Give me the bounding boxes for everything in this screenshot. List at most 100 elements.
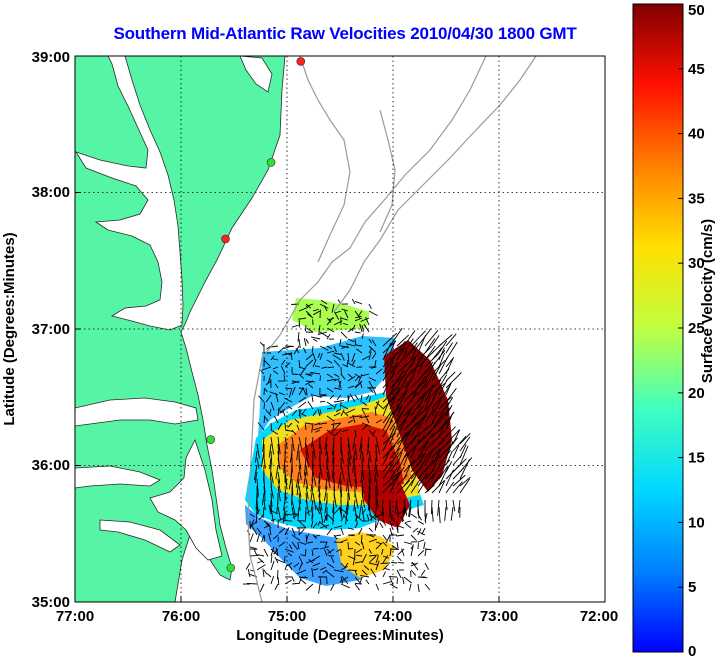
velocity-vector bbox=[354, 300, 363, 305]
velocity-vector bbox=[417, 583, 420, 592]
velocity-vector bbox=[345, 478, 349, 492]
velocity-vector bbox=[326, 562, 335, 569]
velocity-vectors bbox=[242, 298, 473, 594]
velocity-vector bbox=[333, 373, 340, 378]
velocity-vector bbox=[284, 422, 287, 430]
velocity-vector bbox=[311, 393, 314, 403]
velocity-vector bbox=[270, 436, 275, 455]
velocity-vector bbox=[347, 395, 350, 403]
velocity-vector bbox=[333, 400, 344, 403]
velocity-vector bbox=[330, 556, 335, 564]
velocity-vector bbox=[256, 457, 260, 469]
velocity-vector bbox=[354, 576, 361, 583]
velocity-vector bbox=[382, 411, 392, 424]
velocity-vector bbox=[284, 471, 288, 485]
velocity-vector bbox=[284, 387, 291, 390]
velocity-vector bbox=[396, 451, 403, 466]
velocity-vector bbox=[265, 523, 272, 529]
colorbar-tick-label: 30 bbox=[688, 255, 705, 272]
velocity-vector bbox=[424, 583, 431, 591]
velocity-vector bbox=[368, 538, 377, 543]
velocity-vector bbox=[318, 471, 321, 484]
velocity-vector bbox=[402, 576, 405, 585]
velocity-vector bbox=[371, 366, 377, 369]
velocity-vector bbox=[270, 345, 279, 348]
velocity-vector bbox=[326, 464, 331, 480]
velocity-vector bbox=[403, 369, 413, 382]
velocity-vector bbox=[255, 492, 258, 510]
velocity-vector bbox=[319, 345, 329, 351]
velocity-vector bbox=[340, 401, 342, 408]
colorbar-tick-label: 10 bbox=[688, 514, 705, 531]
velocity-vector bbox=[298, 359, 301, 369]
velocity-vector bbox=[283, 374, 286, 382]
velocity-vector bbox=[317, 478, 321, 492]
velocity-vector bbox=[344, 562, 349, 568]
velocity-vector bbox=[340, 576, 344, 584]
velocity-vector bbox=[368, 554, 379, 557]
velocity-vector bbox=[391, 545, 398, 550]
velocity-vector bbox=[298, 499, 301, 511]
velocity-vector bbox=[327, 366, 335, 369]
velocity-vector bbox=[382, 462, 394, 480]
velocity-vector bbox=[270, 422, 272, 431]
velocity-vector bbox=[319, 408, 322, 415]
velocity-vector bbox=[431, 396, 442, 410]
velocity-vector bbox=[284, 548, 294, 553]
velocity-vector bbox=[438, 402, 450, 417]
velocity-vector bbox=[420, 569, 426, 576]
velocity-vector bbox=[310, 371, 321, 375]
velocity-vector bbox=[339, 506, 342, 515]
velocity-vector bbox=[277, 436, 281, 455]
velocity-vector bbox=[424, 352, 440, 368]
velocity-vector bbox=[249, 546, 258, 550]
velocity-vector bbox=[258, 513, 265, 520]
velocity-vector bbox=[368, 548, 372, 554]
velocity-vector bbox=[340, 562, 346, 569]
velocity-vector bbox=[319, 521, 328, 529]
velocity-vector bbox=[340, 373, 346, 380]
velocity-vector bbox=[256, 443, 260, 459]
velocity-vector bbox=[403, 476, 416, 494]
velocity-vector bbox=[343, 322, 349, 326]
velocity-vector bbox=[417, 539, 425, 543]
velocity-vector bbox=[340, 404, 349, 410]
velocity-vector bbox=[424, 548, 427, 557]
map-area[interactable] bbox=[75, 56, 605, 602]
velocity-vector bbox=[431, 388, 439, 403]
velocity-vector bbox=[311, 345, 314, 353]
velocity-vector bbox=[340, 566, 348, 571]
velocity-vector bbox=[354, 523, 358, 529]
velocity-vector bbox=[298, 409, 302, 417]
velocity-vector bbox=[424, 369, 437, 389]
velocity-vector bbox=[282, 410, 286, 417]
velocity-vector bbox=[438, 374, 447, 389]
velocity-vector bbox=[389, 520, 394, 530]
velocity-vector bbox=[318, 422, 328, 425]
velocity-vector bbox=[326, 387, 334, 393]
velocity-vector bbox=[417, 473, 428, 487]
velocity-vector bbox=[431, 480, 445, 494]
velocity-vector bbox=[274, 415, 279, 424]
velocity-vector bbox=[275, 547, 279, 557]
velocity-vector bbox=[270, 575, 275, 585]
velocity-vector bbox=[342, 514, 349, 522]
velocity-vector bbox=[360, 471, 363, 483]
velocity-vector bbox=[452, 435, 467, 452]
velocity-vector bbox=[245, 562, 251, 570]
velocity-vector bbox=[354, 492, 359, 509]
velocity-vector bbox=[320, 299, 328, 305]
velocity-vector bbox=[431, 363, 442, 382]
velocity-vector bbox=[369, 555, 377, 563]
velocity-vector bbox=[424, 338, 436, 354]
velocity-vector bbox=[368, 450, 372, 463]
velocity-vector bbox=[345, 499, 349, 514]
velocity-vector bbox=[334, 429, 342, 437]
velocity-vector bbox=[305, 510, 311, 515]
velocity-vector bbox=[347, 485, 351, 501]
velocity-vector bbox=[438, 340, 448, 354]
velocity-vector bbox=[361, 506, 365, 522]
velocity-vector bbox=[438, 396, 453, 410]
velocity-vector bbox=[396, 510, 406, 515]
velocity-vector bbox=[445, 481, 455, 494]
